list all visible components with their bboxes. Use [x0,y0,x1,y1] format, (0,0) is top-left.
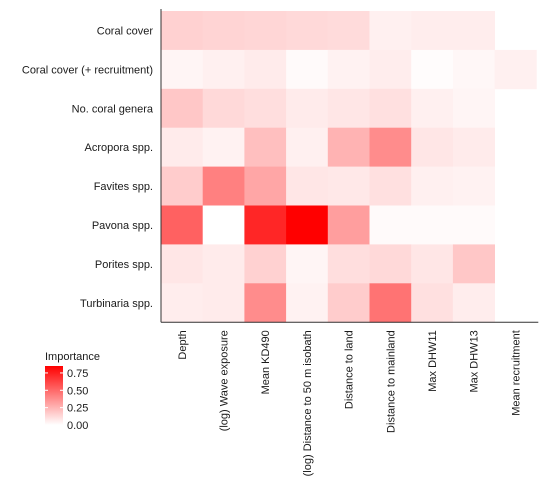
heatmap-cell [244,88,287,129]
heatmap-cell [327,11,370,51]
heatmap-cell [369,244,412,284]
heatmap-cell [244,244,287,284]
heatmap-cell [244,11,287,51]
heatmap-cell [202,205,245,245]
heatmap-cell [327,205,370,245]
heatmap-cell [244,49,287,90]
row-label: Coral cover (+ recruitment) [22,64,153,76]
heatmap-cell [411,244,454,284]
legend-title: Importance [45,351,100,363]
heatmap-cells [161,11,537,323]
heatmap-cell [369,11,412,51]
heatmap-cell [452,88,495,129]
row-label: Turbinaria spp. [80,298,153,310]
heatmap-cell [286,11,329,51]
heatmap-cell [244,283,287,323]
heatmap-cell [411,283,454,323]
row-label: Coral cover [97,25,154,37]
heatmap-cell [161,205,204,245]
legend-tick-label: 0.00 [67,420,88,432]
heatmap-cell [452,205,495,245]
column-labels: Depth (log) Wave exposure Mean KD490 (log) … [177,330,523,476]
heatmap-cell [202,283,245,323]
row-label: Porites spp. [95,259,153,271]
row-label: Pavona spp. [92,220,153,232]
column-label: (log) Distance to 50 m isobath [302,330,314,476]
heatmap-cell [369,205,412,245]
column-label: (log) Wave exposure [219,330,231,431]
heatmap-cell [369,166,412,206]
heatmap-cell [411,11,454,51]
heatmap-cell [327,244,370,284]
heatmap-cell [286,244,329,284]
heatmap-cell [202,244,245,284]
heatmap-cell [494,49,537,90]
heatmap-cell [202,11,245,51]
heatmap-cell [452,11,495,51]
heatmap-cell [327,166,370,206]
heatmap-cell [161,88,204,129]
heatmap-cell [202,127,245,167]
heatmap-cell [369,49,412,90]
legend-color-bar [45,366,63,425]
heatmap-cell [161,49,204,90]
heatmap-cell [452,166,495,206]
column-label: Max DHW13 [469,330,481,392]
row-label: Acropora spp. [85,142,153,154]
heatmap-cell [286,205,329,245]
heatmap-cell [452,283,495,323]
heatmap-cell [202,49,245,90]
column-label: Distance to mainland [385,330,397,433]
heatmap-cell [161,166,204,206]
heatmap-cell [286,88,329,129]
heatmap-cell [161,127,204,167]
heatmap-cell [369,127,412,167]
heatmap-cell [452,244,495,284]
heatmap-cell [411,49,454,90]
heatmap-cell [161,283,204,323]
heatmap-cell [202,88,245,129]
heatmap-cell [161,244,204,284]
heatmap-cell [411,205,454,245]
legend-tick-label: 0.25 [67,403,88,415]
heatmap-cell [286,49,329,90]
row-label: Favites spp. [94,181,153,193]
heatmap-cell [452,49,495,90]
row-labels: Coral cover Coral cover (+ recruitment) No… [22,25,154,309]
heatmap-cell [411,127,454,167]
column-label: Depth [177,330,189,359]
heatmap-cell [369,283,412,323]
heatmap-cell [411,88,454,129]
column-label: Max DHW11 [427,330,439,392]
heatmap-cell [369,88,412,129]
heatmap-cell [244,205,287,245]
heatmap-cell [452,127,495,167]
heatmap-cell [327,127,370,167]
legend-ticks: 0.75 0.50 0.25 0.00 [45,368,88,432]
heatmap-cell [202,166,245,206]
legend: Importance 0.75 0.50 0.25 0.00 [45,351,100,432]
heatmap-cell [327,88,370,129]
column-label: Mean KD490 [260,330,272,394]
heatmap-cell [244,166,287,206]
legend-tick-label: 0.50 [67,385,88,397]
heatmap-cell [286,283,329,323]
row-label: No. coral genera [72,103,154,115]
heatmap-cell [327,49,370,90]
heatmap-cell [411,166,454,206]
heatmap-cell [286,127,329,167]
column-label: Mean recruitment [510,330,522,416]
column-label: Distance to land [344,330,356,409]
legend-tick-label: 0.75 [67,368,88,380]
heatmap-cell [327,283,370,323]
heatmap-cell [161,11,204,51]
heatmap-cell [244,127,287,167]
heatmap-cell [286,166,329,206]
